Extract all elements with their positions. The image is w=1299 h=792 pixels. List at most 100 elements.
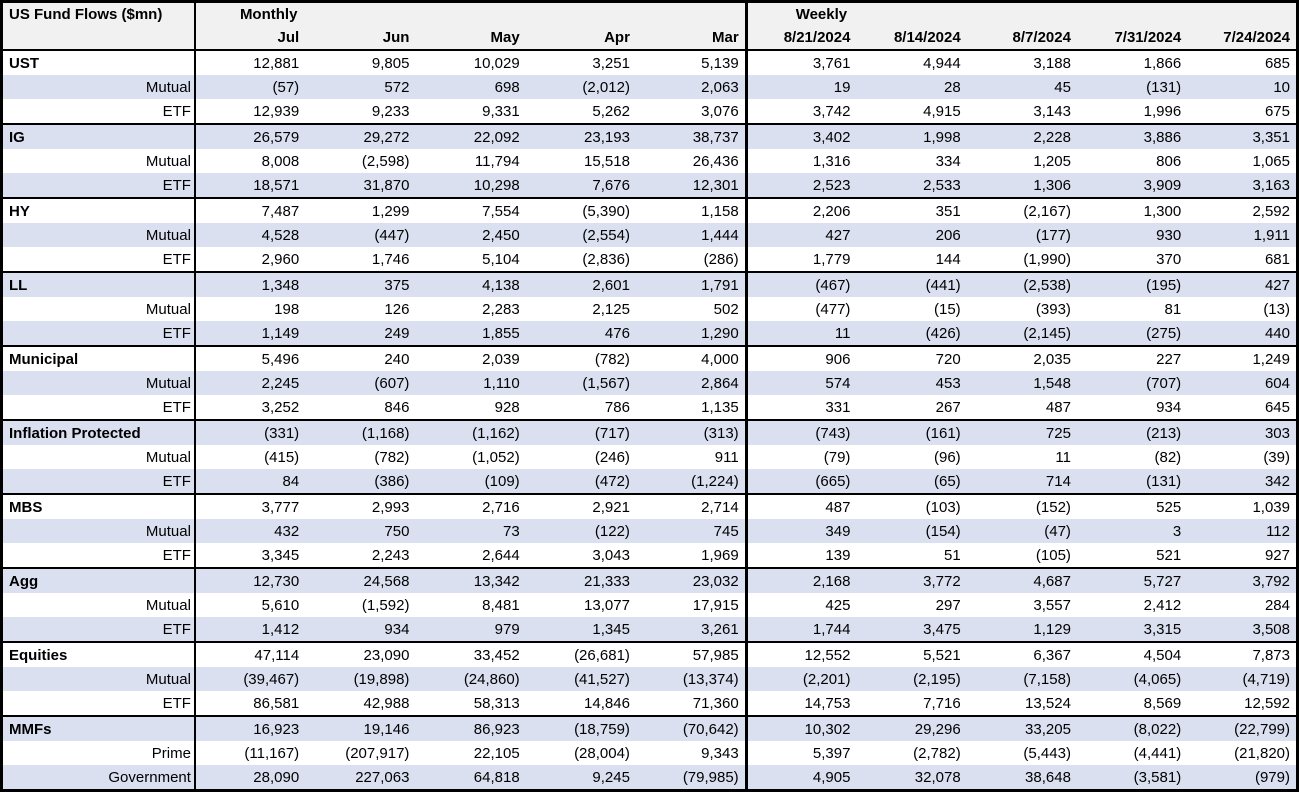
value-cell: (665)	[746, 469, 857, 494]
value-cell: 9,233	[305, 99, 416, 124]
value-cell: 2,921	[525, 493, 636, 519]
value-cell: 267	[856, 395, 967, 420]
table-row: LL 1,348 375 4,138 2,601 1,791 (467) (441) (2,53…	[1, 271, 1298, 297]
value-cell: 10,029	[415, 49, 526, 75]
value-cell: 10,298	[415, 173, 526, 198]
value-cell: (477)	[746, 297, 857, 321]
value-cell: 42,988	[305, 691, 416, 716]
value-cell: 303	[1187, 419, 1298, 445]
value-cell: 5,727	[1076, 567, 1188, 593]
value-cell: 47,114	[194, 641, 306, 667]
value-cell: (393)	[966, 297, 1077, 321]
table-row: HY 7,487 1,299 7,554 (5,390) 1,158 2,206 351 (2,…	[1, 197, 1298, 223]
value-cell: 745	[635, 519, 748, 543]
value-cell: 26,436	[635, 149, 748, 173]
value-cell: 12,552	[746, 641, 857, 667]
table-row: UST 12,881 9,805 10,029 3,251 5,139 3,761 4,944…	[1, 49, 1298, 75]
value-cell: 297	[856, 593, 967, 617]
value-cell: 1,548	[966, 371, 1077, 395]
value-cell: 28	[856, 75, 967, 99]
table-row: Mutual (57) 572 698 (2,012) 2,063 19 28 45 (131) 1…	[1, 75, 1298, 99]
value-cell: 7,873	[1187, 641, 1298, 667]
value-cell: 681	[1187, 247, 1298, 272]
value-cell: 9,331	[415, 99, 526, 124]
value-cell: (1,592)	[305, 593, 416, 617]
value-cell: (2,782)	[856, 741, 967, 765]
value-cell: (2,167)	[966, 197, 1077, 223]
value-cell: 3,886	[1076, 123, 1188, 149]
value-cell: 806	[1076, 149, 1188, 173]
value-cell: 1,135	[635, 395, 748, 420]
value-cell: (154)	[856, 519, 967, 543]
value-cell: 11	[966, 445, 1077, 469]
value-cell: (782)	[525, 345, 636, 371]
value-cell: 1,299	[305, 197, 416, 223]
value-cell: (2,195)	[856, 667, 967, 691]
section-weekly-label: Weekly	[746, 1, 1298, 25]
value-cell: (131)	[1076, 75, 1188, 99]
table-row: ETF 86,581 42,988 58,313 14,846 71,360 14,753 7…	[1, 691, 1298, 716]
value-cell: (7,158)	[966, 667, 1077, 691]
group-name-cell: MBS	[1, 493, 196, 519]
table-row: Inflation Protected (331) (1,168) (1,162) (7…	[1, 419, 1298, 445]
value-cell: 720	[856, 345, 967, 371]
value-cell: 2,206	[746, 197, 857, 223]
value-cell: 3	[1076, 519, 1188, 543]
value-cell: 487	[746, 493, 857, 519]
value-cell: (24,860)	[415, 667, 526, 691]
row-label-cell: ETF	[1, 691, 196, 716]
value-cell: 6,367	[966, 641, 1077, 667]
value-cell: 440	[1187, 321, 1298, 346]
value-cell: 3,251	[525, 49, 636, 75]
value-cell: (386)	[305, 469, 416, 494]
value-cell: 2,035	[966, 345, 1077, 371]
row-label-cell: ETF	[1, 99, 196, 124]
value-cell: 86,581	[194, 691, 306, 716]
value-cell: 18,571	[194, 173, 306, 198]
value-cell: 14,753	[746, 691, 857, 716]
group-name-cell: UST	[1, 49, 196, 75]
row-label-cell: ETF	[1, 617, 196, 642]
value-cell: 38,737	[635, 123, 748, 149]
value-cell: 2,228	[966, 123, 1077, 149]
value-cell: 525	[1076, 493, 1188, 519]
value-cell: (79)	[746, 445, 857, 469]
value-cell: 2,245	[194, 371, 306, 395]
table-row: Mutual 8,008 (2,598) 11,794 15,518 26,436 1,31…	[1, 149, 1298, 173]
value-cell: 17,915	[635, 593, 748, 617]
value-cell: (41,527)	[525, 667, 636, 691]
value-cell: (103)	[856, 493, 967, 519]
table-title: US Fund Flows ($mn)	[1, 1, 196, 51]
value-cell: 13,524	[966, 691, 1077, 716]
value-cell: 1,110	[415, 371, 526, 395]
value-cell: 3,076	[635, 99, 748, 124]
value-cell: (2,538)	[966, 271, 1077, 297]
value-cell: 1,290	[635, 321, 748, 346]
value-cell: 7,554	[415, 197, 526, 223]
table-row: Mutual (39,467) (19,898) (24,860) (41,527) (1…	[1, 667, 1298, 691]
value-cell: 1,996	[1076, 99, 1188, 124]
row-label-cell: Mutual	[1, 593, 196, 617]
value-cell: 19	[746, 75, 857, 99]
value-cell: 2,039	[415, 345, 526, 371]
value-cell: (2,836)	[525, 247, 636, 272]
value-cell: 906	[746, 345, 857, 371]
month-column-header: Mar	[635, 25, 748, 51]
value-cell: 3,909	[1076, 173, 1188, 198]
table-row: ETF 84 (386) (109) (472) (1,224) (665) (65) 714(…	[1, 469, 1298, 494]
table-row: Mutual 198 126 2,283 2,125 502 (477) (15) (393) 8…	[1, 297, 1298, 321]
value-cell: 2,960	[194, 247, 306, 272]
value-cell: 206	[856, 223, 967, 247]
value-cell: 2,716	[415, 493, 526, 519]
value-cell: (5,390)	[525, 197, 636, 223]
value-cell: 51	[856, 543, 967, 568]
value-cell: 12,939	[194, 99, 306, 124]
value-cell: 502	[635, 297, 748, 321]
value-cell: (607)	[305, 371, 416, 395]
row-label-cell: Mutual	[1, 445, 196, 469]
table-row: ETF 18,571 31,870 10,298 7,676 12,301 2,523 2,5…	[1, 173, 1298, 198]
value-cell: 15,518	[525, 149, 636, 173]
value-cell: 2,592	[1187, 197, 1298, 223]
value-cell: 2,063	[635, 75, 748, 99]
value-cell: (467)	[746, 271, 857, 297]
